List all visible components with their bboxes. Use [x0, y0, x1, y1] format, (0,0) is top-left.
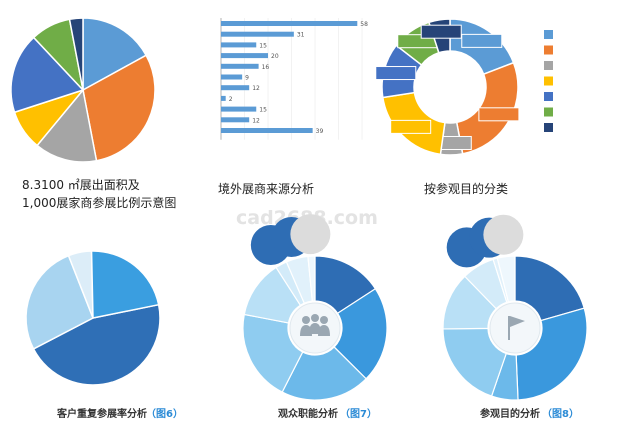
data-label-box — [478, 107, 520, 122]
pie-slice — [496, 255, 516, 303]
pie-slice — [25, 254, 94, 350]
pie-slice — [68, 17, 84, 91]
bar-value-label: 2 — [229, 96, 233, 103]
person-head — [320, 316, 328, 324]
chart7-caption: 观众职能分析 — [278, 407, 338, 420]
chart3-purpose-donut — [375, 18, 553, 156]
bar-value-label: 20 — [271, 53, 279, 60]
legend-swatch — [544, 61, 553, 70]
bar — [221, 21, 358, 26]
bar — [221, 31, 294, 37]
bar-value-label: 15 — [259, 42, 267, 49]
person-body — [300, 325, 312, 336]
chart7-role-donut — [242, 214, 388, 401]
pie-slice — [242, 313, 304, 393]
bar — [221, 53, 268, 59]
chart8-figure-number: （图8） — [542, 407, 579, 420]
donut-center — [489, 302, 541, 354]
pie-slice — [281, 346, 367, 401]
pie-slice — [515, 307, 588, 401]
chart8-caption: 参观目的分析 — [480, 407, 540, 420]
bar — [221, 117, 250, 123]
chart1-equipment-pie — [10, 17, 156, 163]
pie-slice — [307, 255, 316, 302]
chart6-figure-number: （图6） — [146, 407, 183, 420]
data-label-box — [461, 33, 503, 48]
bar — [221, 106, 257, 112]
chart8-purpose-donut — [442, 214, 588, 401]
flag-cloth — [510, 316, 525, 327]
chart1-caption-line2: 1,000展家商参展比例示意图 — [22, 195, 176, 210]
bar-value-label: 16 — [262, 64, 270, 71]
pie-slice — [32, 303, 161, 386]
bar-value-label: 15 — [259, 107, 267, 114]
bar-value-label: 9 — [245, 75, 249, 82]
people-group-icon — [300, 314, 330, 336]
legend-swatch — [544, 45, 553, 55]
legend-swatch — [544, 107, 553, 117]
bar-value-label: 39 — [316, 128, 324, 135]
badge-circle — [483, 214, 524, 255]
bar — [221, 74, 243, 80]
person-head — [311, 314, 319, 322]
bar-value-label: 12 — [252, 117, 260, 124]
bar-value-label: 58 — [360, 21, 368, 28]
chart6-caption: 客户重复参展率分析 — [56, 407, 147, 420]
bar-value-label: 12 — [252, 85, 260, 92]
bar — [221, 128, 313, 133]
chart1-caption-line1: 8.3100 ㎡展出面积及 — [22, 178, 140, 192]
pie-slice — [82, 54, 156, 162]
bar — [221, 95, 226, 101]
data-label-box — [390, 119, 432, 134]
pie-slice — [82, 17, 148, 92]
chart7-figure-number: （图7） — [340, 407, 377, 420]
bar — [221, 42, 257, 48]
legend-swatch — [544, 92, 553, 101]
pie-slice — [442, 327, 507, 397]
legend-swatch — [544, 123, 553, 132]
person-head — [302, 316, 310, 324]
badge-circle — [290, 214, 331, 255]
pie-slice — [36, 88, 98, 163]
bar — [221, 63, 259, 69]
legend-swatch — [544, 30, 553, 39]
pie-slice — [10, 36, 85, 114]
pie-slice — [333, 287, 388, 380]
pie-slice — [90, 250, 160, 319]
person-body — [309, 323, 321, 334]
chart6-repeat-pie — [25, 250, 161, 386]
flag-icon — [508, 316, 525, 340]
chart2-caption: 境外展商来源分析 — [218, 181, 314, 196]
data-label-box — [420, 24, 462, 39]
bar-value-label: 31 — [297, 32, 305, 39]
chart3-caption: 按参观目的分类 — [424, 181, 508, 196]
person-body — [318, 325, 330, 336]
bar — [221, 85, 250, 91]
legend-swatch — [544, 76, 553, 86]
data-label-box — [375, 66, 417, 81]
pie-slice — [514, 255, 585, 322]
